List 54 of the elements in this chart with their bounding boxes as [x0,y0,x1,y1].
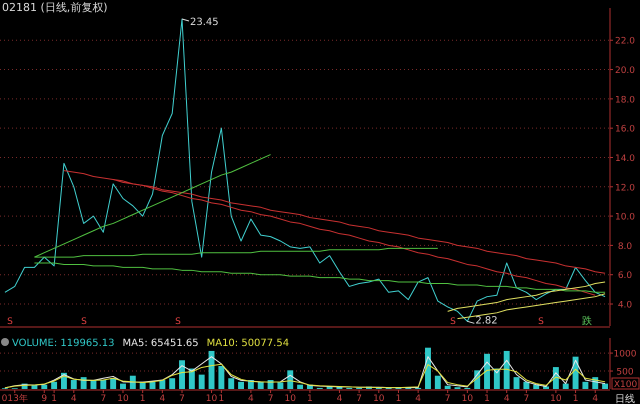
x-tick-label: 1 [307,394,313,404]
x-tick-label: 4 [592,394,598,404]
x-tick-label: 4 [70,394,77,404]
x-tick-label: 4 [248,394,254,404]
text: 日线 [615,393,635,404]
x-tick-label: 7 [179,394,185,404]
x-tick-label: 1 [140,394,146,404]
x-tick-label: 7 [100,394,106,404]
annotation: S [175,317,182,327]
y-tick-label: 22.0 [614,36,636,47]
y-tick-label: 18.0 [614,95,636,106]
x-tick-label: 10 [550,394,562,404]
x-tick-label: 10 [373,394,385,404]
x-tick-label: 1 [572,394,578,404]
x-tick-label: 013年 [2,393,28,404]
annotation: S [7,317,14,327]
y-tick-label: 4.0 [618,300,632,311]
annotation: S [81,317,88,327]
x-tick-label: 4 [159,394,166,404]
y-tick-label: 6.0 [618,271,632,282]
y-tick-label: 500 [616,368,634,378]
annotation: 23.45 [190,16,219,28]
x-tick-label: 10 [117,394,129,404]
x-tick-label: 7 [268,394,274,404]
y-tick-label: 12.0 [614,183,636,194]
series-label: MA10: 50077.54 [206,338,290,349]
x-tick-label: 10 [284,394,296,404]
y-tick-label: 1000 [614,350,637,360]
x-tick-label: 4 [336,394,343,404]
text: VOLUME: 119965.13 [12,338,114,349]
x-tick-label: 7 [524,394,530,404]
y-tick-label: 8.0 [618,242,632,252]
x-tick-label: 10 [462,394,474,404]
annotation: S [450,317,456,327]
x-tick-label: 1 [218,394,224,404]
y-tick-label: 16.0 [614,124,636,135]
x-tick-label: 4 [504,394,510,404]
x-tick-label: 1 [484,394,490,404]
x-tick-label: 7 [444,394,451,404]
y-tick-label: 14.0 [614,154,636,164]
x-tick-label: 7 [356,394,362,404]
annotation: 2.82 [475,315,498,326]
y-tick-label: 20.0 [614,66,636,76]
x-tick-label: 1 [396,394,402,404]
x-tick-label: 10 [206,394,218,404]
x-tick-label: 9 [41,394,48,404]
x-tick-label: 4 [415,394,422,404]
annotation: S [538,317,544,327]
y-axis-title: X100 [614,380,638,390]
chart-title: 02181 (日线,前复权) [2,1,108,14]
series-label: MA5: 65451.65 [122,338,199,349]
annotation: 跌 [582,315,592,327]
y-tick-label: 10.0 [614,212,636,223]
x-tick-label: 1 [51,394,57,404]
